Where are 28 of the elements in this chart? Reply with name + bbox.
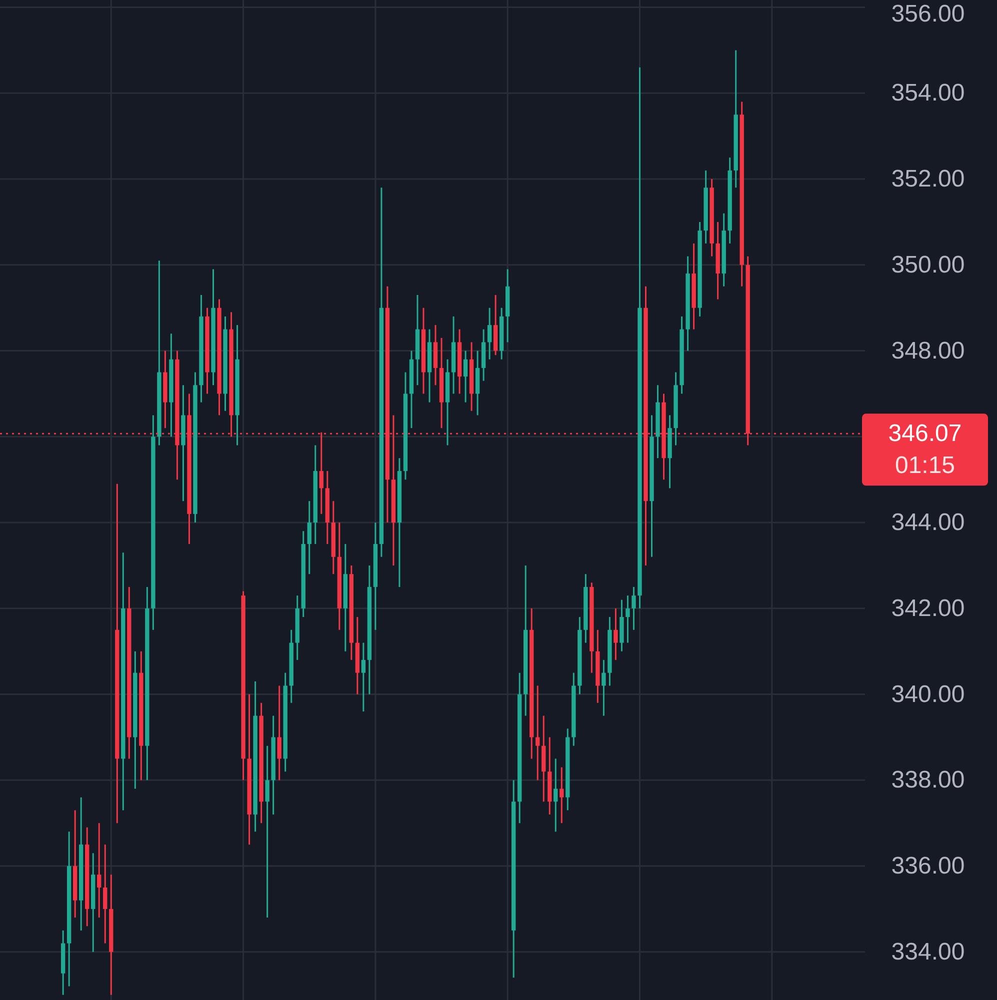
candlestick <box>602 659 606 717</box>
y-tick-label: 340.00 <box>891 680 965 708</box>
y-tick-label: 344.00 <box>891 509 965 536</box>
y-tick-label: 334.00 <box>891 938 965 966</box>
candlestick <box>103 844 108 944</box>
ref-line-label: 346.07 <box>888 420 962 448</box>
candlestick <box>307 500 312 575</box>
candlestick <box>554 758 558 832</box>
candlestick <box>97 822 102 918</box>
y-tick-label: 348.00 <box>891 337 965 364</box>
text: 01:15 <box>894 452 956 480</box>
y-tick-label: 342.00 <box>891 594 965 622</box>
candlestick <box>536 684 540 781</box>
y-tick-label: 356.00 <box>891 0 965 28</box>
y-tick-label: 338.00 <box>891 766 965 794</box>
candlestick <box>614 608 618 661</box>
candlestick <box>361 642 366 712</box>
y-tick-label: 336.00 <box>891 852 965 880</box>
y-tick-label: 350.00 <box>891 251 965 278</box>
candlestick <box>626 594 630 644</box>
y-tick-label: 354.00 <box>891 80 965 107</box>
candlestick <box>560 766 564 824</box>
y-tick-label: 352.00 <box>891 166 965 193</box>
candlestick <box>265 745 270 918</box>
candlestick <box>632 586 636 631</box>
candlestick <box>487 307 492 360</box>
candlestick <box>463 350 468 404</box>
candlestick <box>277 684 282 781</box>
